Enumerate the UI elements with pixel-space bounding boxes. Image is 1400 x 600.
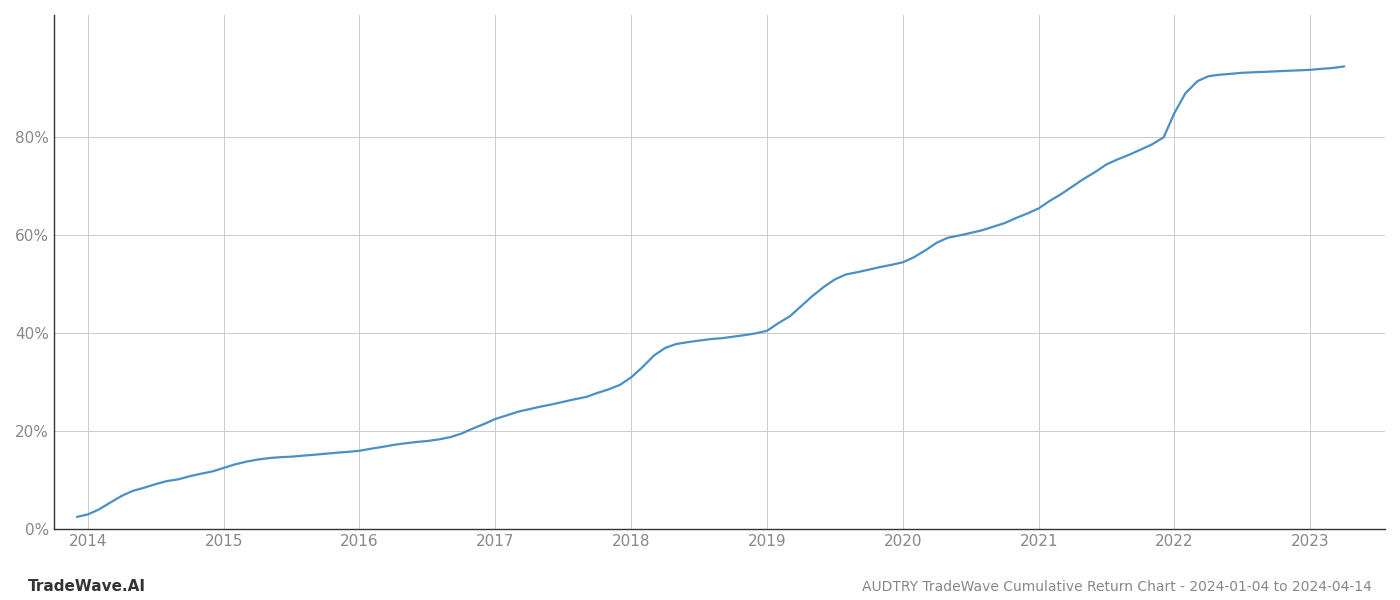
Text: AUDTRY TradeWave Cumulative Return Chart - 2024-01-04 to 2024-04-14: AUDTRY TradeWave Cumulative Return Chart… — [862, 580, 1372, 594]
Text: TradeWave.AI: TradeWave.AI — [28, 579, 146, 594]
